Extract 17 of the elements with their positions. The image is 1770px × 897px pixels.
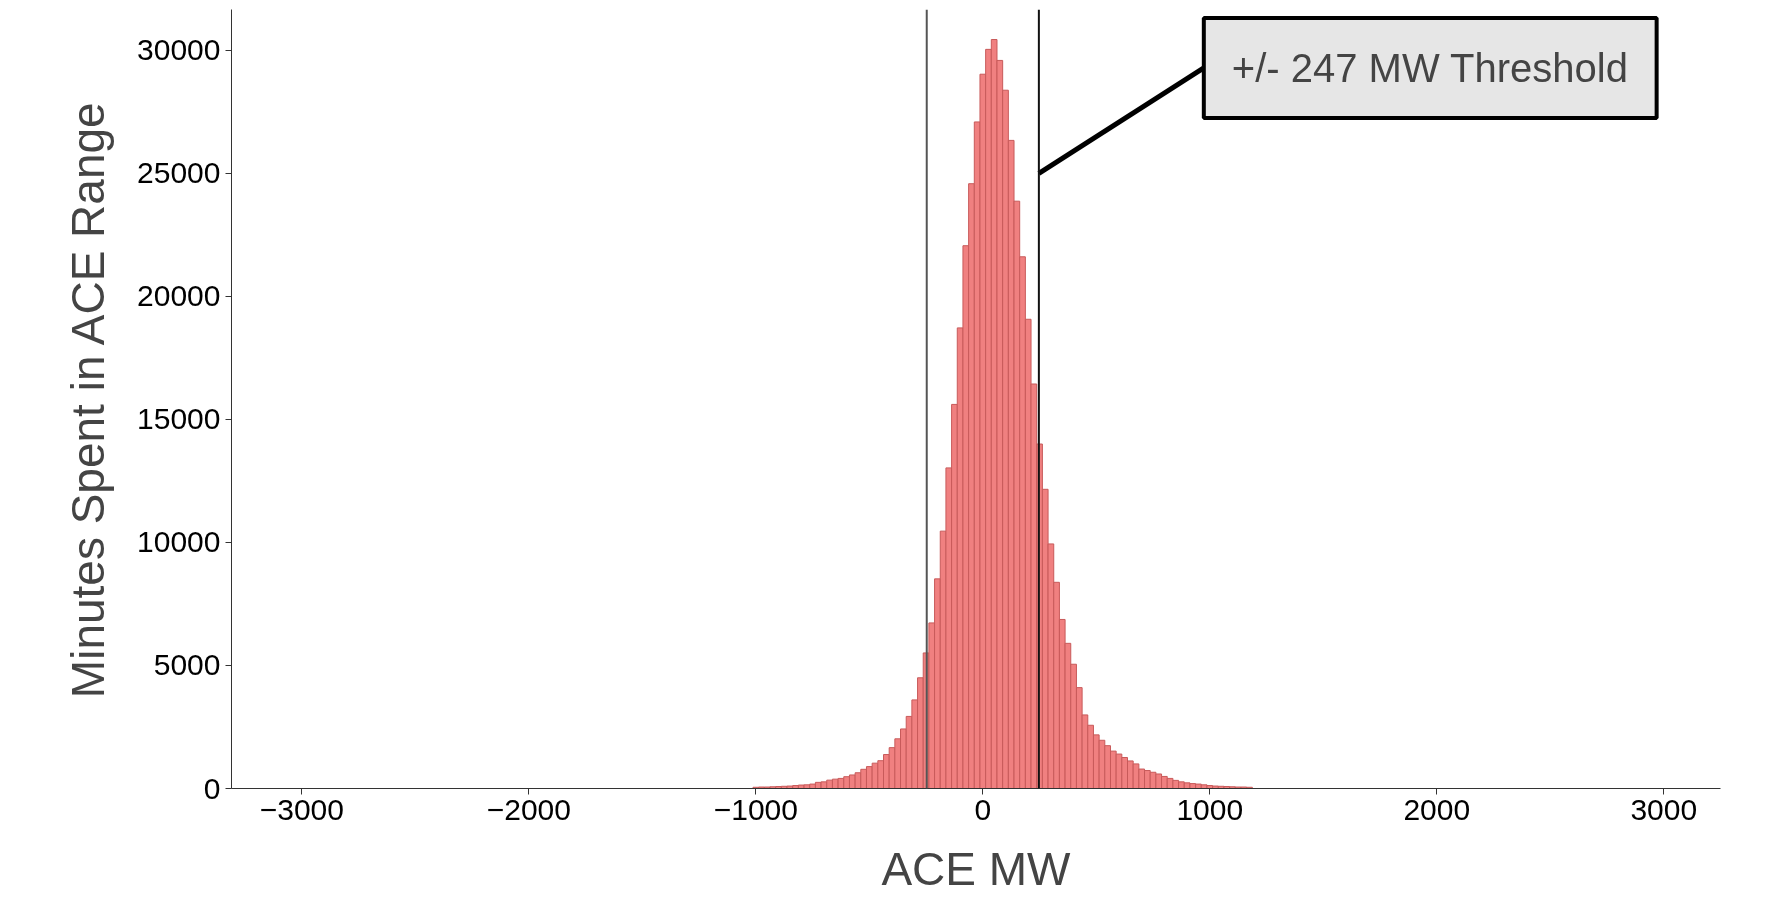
y-tick-label: 15000 (137, 402, 221, 436)
y-tick-label: 30000 (137, 33, 221, 67)
y-tick-label: 0 (203, 771, 221, 805)
y-tick-label: 20000 (137, 279, 221, 313)
y-tick-label: 10000 (137, 525, 221, 559)
y-tick-label: 5000 (153, 648, 221, 682)
annotation: +/- 247 MW Threshold (1231, 45, 1628, 90)
x-tick-label: 1000 (1176, 792, 1244, 826)
x-tick-label: −1000 (713, 792, 798, 826)
y-axis-title: Minutes Spent in ACE Range (62, 102, 115, 699)
x-tick-label: 0 (974, 792, 992, 826)
x-tick-label: −3000 (259, 792, 344, 826)
x-axis-title: ACE MW (881, 842, 1072, 895)
y-tick-label: 25000 (137, 156, 221, 190)
x-tick-label: 2000 (1403, 792, 1471, 826)
x-tick-label: 3000 (1630, 792, 1698, 826)
x-tick-label: −2000 (486, 792, 571, 826)
